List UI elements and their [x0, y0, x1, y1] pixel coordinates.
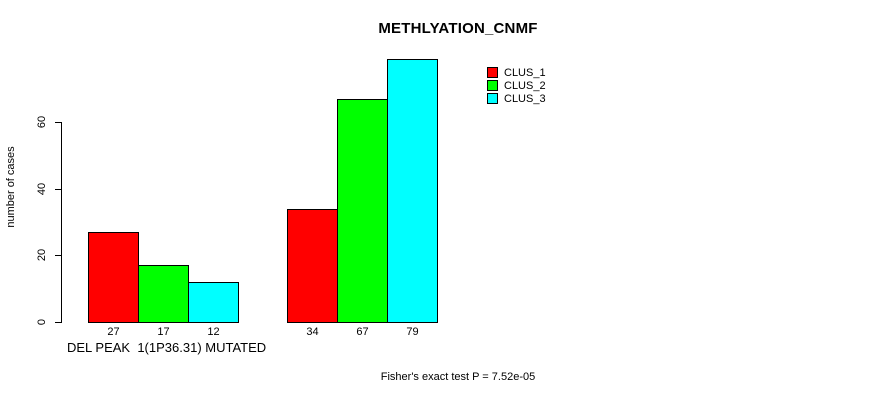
- legend-item-clus_3: CLUS_3: [487, 92, 546, 105]
- bar-clus_2-group2: [337, 99, 388, 323]
- y-axis-line: [61, 122, 62, 323]
- legend-label: CLUS_2: [504, 79, 546, 92]
- legend-item-clus_2: CLUS_2: [487, 79, 546, 92]
- bar-clus_3-group1: [188, 282, 239, 323]
- x-axis-label: DEL PEAK 1(1P36.31) MUTATED: [67, 340, 267, 355]
- bar-clus_1-group1: [88, 232, 139, 323]
- bar-value-label: 17: [157, 326, 170, 338]
- y-tick-label: 40: [36, 182, 48, 196]
- legend-item-clus_1: CLUS_1: [487, 66, 546, 79]
- bar-value-label: 79: [406, 326, 419, 338]
- chart-title: METHLYATION_CNMF: [378, 20, 538, 37]
- y-tick-mark: [55, 189, 61, 190]
- bar-clus_2-group1: [138, 265, 189, 323]
- y-axis-label: number of cases: [5, 146, 17, 228]
- y-tick-mark: [55, 255, 61, 256]
- y-tick-mark: [55, 322, 61, 323]
- legend-swatch-icon: [487, 80, 498, 91]
- bar-value-label: 34: [306, 326, 319, 338]
- legend-label: CLUS_1: [504, 66, 546, 79]
- legend-swatch-icon: [487, 93, 498, 104]
- y-tick-label: 20: [36, 248, 48, 262]
- legend: CLUS_1 CLUS_2 CLUS_3: [487, 66, 546, 105]
- bar-value-label: 67: [356, 326, 369, 338]
- bar-value-label: 12: [207, 326, 220, 338]
- y-tick-label: 0: [36, 318, 48, 326]
- legend-swatch-icon: [487, 67, 498, 78]
- legend-label: CLUS_3: [504, 92, 546, 105]
- y-tick-label: 60: [36, 115, 48, 129]
- fisher-test-annotation: Fisher's exact test P = 7.52e-05: [380, 371, 536, 383]
- bar-value-label: 27: [107, 326, 120, 338]
- bar-clus_3-group2: [387, 59, 438, 323]
- y-tick-mark: [55, 122, 61, 123]
- bar-clus_1-group2: [287, 209, 338, 323]
